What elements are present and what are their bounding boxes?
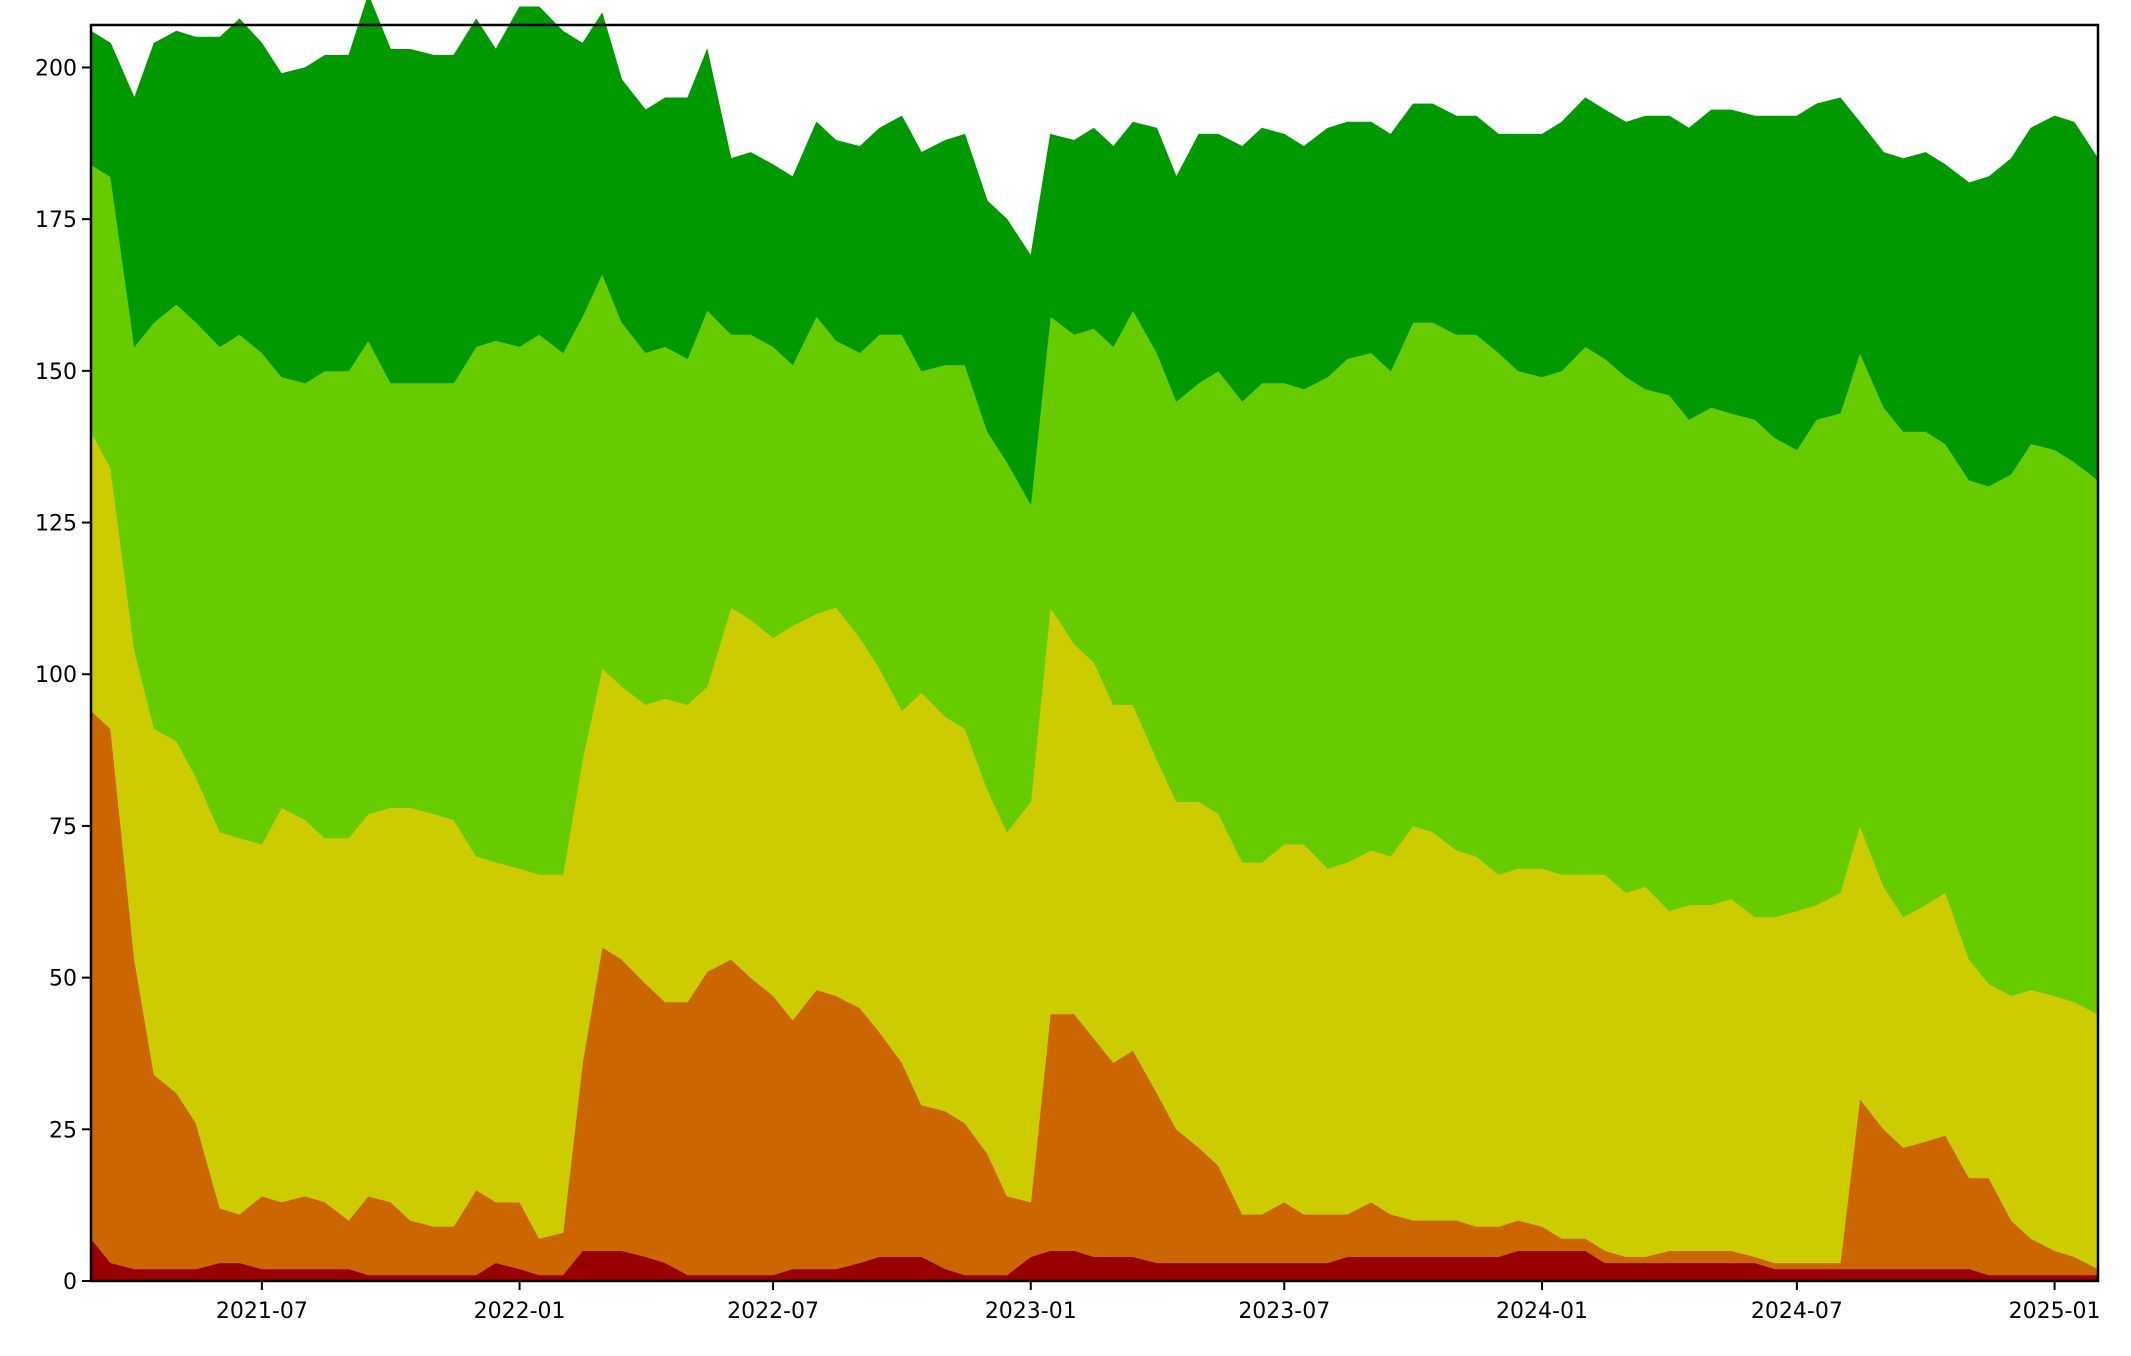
x-tick-label: 2022-01 (474, 1299, 566, 1324)
y-tick-label: 200 (35, 56, 77, 81)
y-tick-label: 50 (49, 967, 77, 992)
x-tick-label: 2025-01 (2009, 1299, 2101, 1324)
y-axis: 0 25 50 75 100 125 150 175 200 (35, 56, 91, 1295)
plot-frame (89, 23, 2100, 1283)
x-tick-label: 2024-07 (1751, 1299, 1843, 1324)
y-tick-label: 0 (63, 1270, 77, 1295)
y-tick-label: 150 (35, 360, 77, 385)
x-axis: 2021-07 2022-01 2022-07 2023-01 2023-07 2024-… (216, 1281, 2101, 1324)
x-tick-label: 2022-07 (727, 1299, 819, 1324)
x-tick-label: 2021-07 (216, 1299, 308, 1324)
y-tick-label: 125 (35, 512, 77, 537)
y-tick-label: 25 (49, 1118, 77, 1143)
y-tick-label: 75 (49, 815, 77, 840)
x-tick-label: 2024-01 (1496, 1299, 1588, 1324)
y-tick-label: 175 (35, 208, 77, 233)
x-tick-label: 2023-01 (985, 1299, 1077, 1324)
y-tick-label: 100 (35, 663, 77, 688)
x-tick-label: 2023-07 (1238, 1299, 1330, 1324)
areas-layer (90, 0, 2099, 1282)
